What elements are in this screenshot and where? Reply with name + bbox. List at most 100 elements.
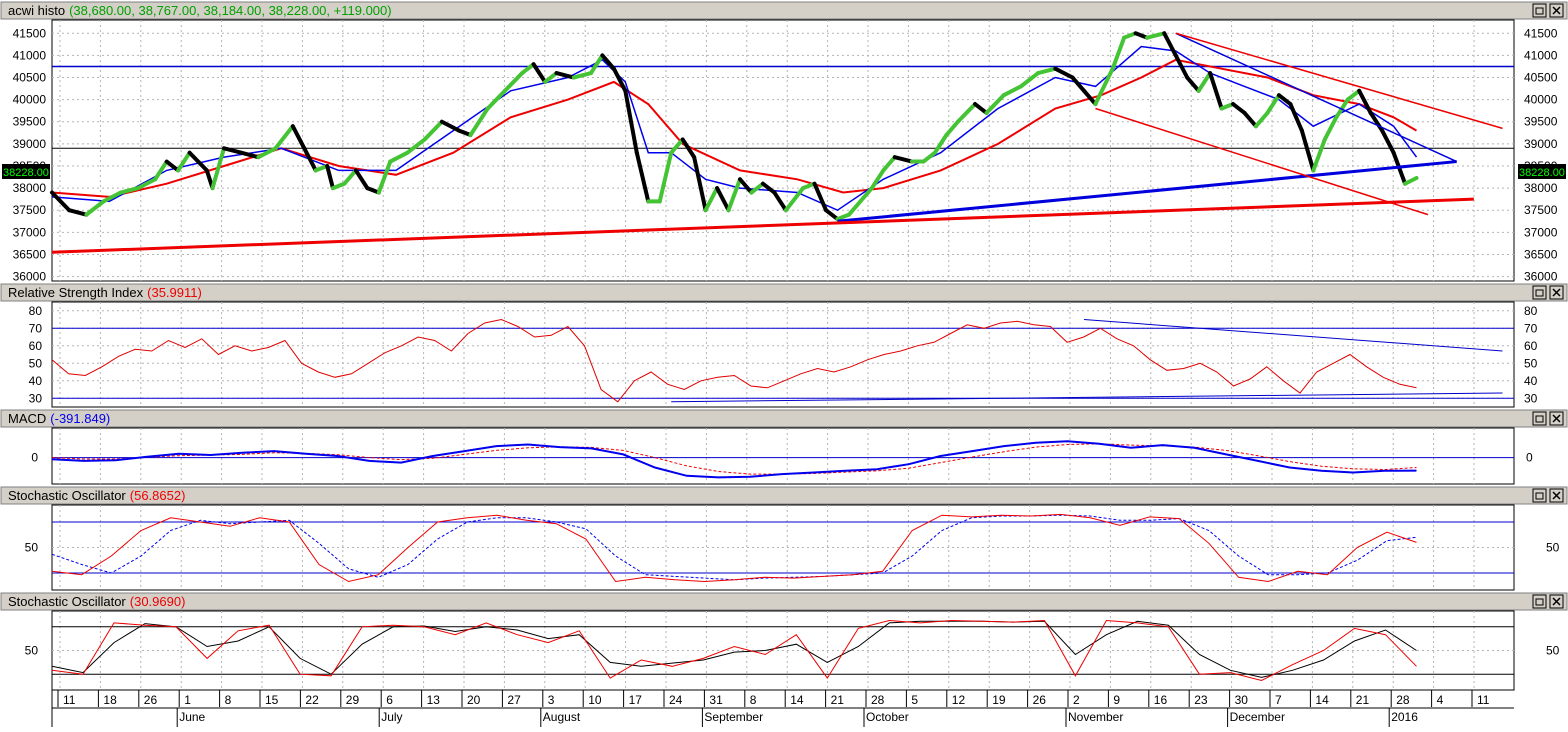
price-segment	[881, 155, 897, 173]
price-segment	[715, 186, 731, 213]
y-tick-label: 70	[1524, 321, 1538, 335]
y-tick-label: 60	[1524, 339, 1538, 353]
price-segment	[365, 186, 381, 195]
price-segment	[1018, 71, 1041, 89]
x-day-label: 4	[1437, 693, 1444, 707]
y-tick-label: 41500	[13, 26, 47, 40]
price-segment	[1380, 128, 1396, 155]
y-tick-label: 39500	[1524, 115, 1558, 129]
price-segment	[325, 163, 335, 191]
price-segment	[1254, 110, 1270, 129]
restore-window-icon[interactable]	[1532, 3, 1547, 18]
price-segment	[1082, 88, 1098, 107]
price-segment	[1242, 110, 1258, 129]
price-segment	[1053, 66, 1075, 80]
price-segment	[1093, 66, 1115, 107]
trendline	[1095, 107, 1429, 216]
macd-panel-header: MACD (-391.849)	[0, 409, 1568, 428]
svg-text:38228.00: 38228.00	[3, 167, 49, 179]
y-tick-label: 37500	[1524, 203, 1558, 217]
price-segment	[353, 168, 370, 191]
close-window-icon[interactable]	[1549, 594, 1564, 609]
close-window-icon[interactable]	[1549, 411, 1564, 426]
price-segment	[921, 150, 937, 164]
price-segment	[760, 181, 777, 195]
x-month-label: December	[1230, 710, 1285, 724]
price-segment	[571, 71, 593, 80]
price-segment	[290, 124, 307, 151]
trendline	[837, 160, 1457, 223]
price-segment	[439, 119, 462, 133]
x-day-label: 29	[346, 693, 360, 707]
x-month-label: June	[179, 710, 205, 724]
price-segment	[468, 106, 490, 138]
x-day-label: 18	[103, 693, 117, 707]
restore-window-icon[interactable]	[1532, 411, 1547, 426]
restore-window-icon[interactable]	[1532, 285, 1547, 300]
price-segment	[783, 186, 806, 213]
price-segment	[405, 137, 427, 155]
price-segment	[669, 137, 685, 155]
price-segment	[1001, 84, 1023, 98]
x-day-label: 28	[1396, 693, 1410, 707]
y-tick-label: 40	[1524, 374, 1538, 388]
plot-frame	[51, 301, 1515, 408]
close-window-icon[interactable]	[1549, 488, 1564, 503]
close-window-icon[interactable]	[1549, 3, 1564, 18]
price-segment	[703, 186, 720, 213]
x-day-label: 8	[750, 693, 757, 707]
price-segment	[210, 146, 226, 191]
x-day-label: 23	[1194, 693, 1208, 707]
rsi-line	[51, 318, 1417, 403]
x-day-label: 27	[507, 693, 521, 707]
x-month-label: October	[866, 710, 909, 724]
price-segment	[153, 159, 169, 182]
price-segment	[812, 181, 828, 213]
price-segment	[600, 53, 616, 71]
price-segment	[543, 71, 559, 84]
price-segment	[955, 102, 978, 124]
price-segment	[726, 177, 742, 213]
price-tag-right: 38228.00	[1518, 164, 1566, 179]
price-segment	[1185, 75, 1201, 93]
trendline	[1175, 32, 1503, 130]
y-tick-label: 36500	[1524, 247, 1558, 261]
trendline	[1083, 319, 1503, 352]
y-tick-label: 37000	[1524, 225, 1558, 239]
price-segment	[1299, 128, 1316, 173]
x-day-label: 12	[952, 693, 966, 707]
y-tick-label: 50	[25, 644, 39, 658]
y-tick-label: 70	[29, 321, 43, 335]
price-segment	[313, 163, 330, 173]
price-segment	[1208, 71, 1224, 111]
y-tick-label: 36000	[13, 270, 47, 284]
price-segment	[634, 150, 651, 204]
y-tick-label: 38000	[13, 181, 47, 195]
price-segment	[680, 137, 697, 160]
price-panel-title: acwi histo (38,680.00, 38,767.00, 38,184.…	[8, 3, 392, 18]
x-day-label: 1	[184, 693, 191, 707]
stoch1-panel-title: Stochastic Oscillator (56.8652)	[8, 488, 185, 503]
price-segment	[1311, 137, 1327, 173]
price-segment	[1219, 102, 1236, 111]
price-segment	[176, 150, 192, 173]
x-day-label: 8	[225, 693, 232, 707]
trendline	[51, 197, 1474, 254]
price-segment	[239, 150, 261, 160]
y-tick-label: 37000	[13, 225, 47, 239]
x-day-label: 24	[669, 693, 683, 707]
price-segment	[1145, 31, 1167, 40]
close-window-icon[interactable]	[1549, 285, 1564, 300]
x-day-label: 14	[1315, 693, 1329, 707]
y-tick-label: 50	[1546, 644, 1560, 658]
price-segment	[932, 133, 949, 155]
price-segment	[1173, 53, 1190, 80]
price-segment	[187, 150, 209, 173]
restore-window-icon[interactable]	[1532, 594, 1547, 609]
x-day-label: 17	[629, 693, 643, 707]
price-segment	[835, 212, 851, 222]
price-segment	[273, 124, 295, 151]
y-tick-label: 37500	[13, 203, 47, 217]
plot-frame	[51, 427, 1515, 485]
restore-window-icon[interactable]	[1532, 488, 1547, 503]
